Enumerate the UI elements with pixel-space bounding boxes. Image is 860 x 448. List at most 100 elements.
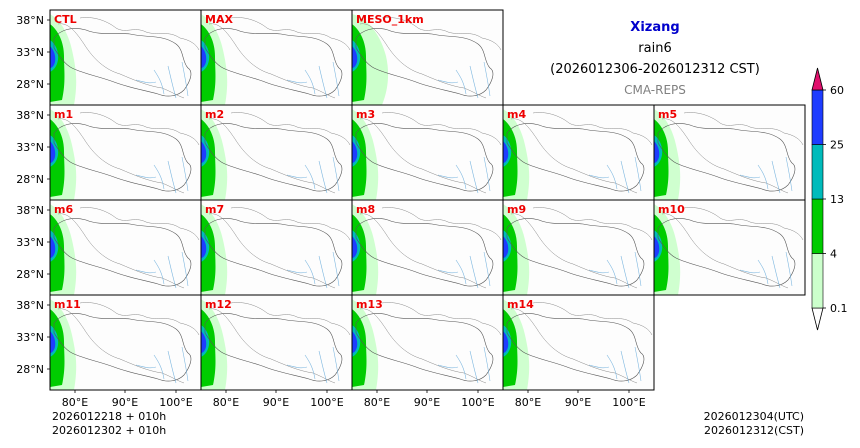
country-border	[359, 302, 502, 384]
river-lines	[437, 156, 491, 194]
rain-shade-blue	[50, 46, 56, 68]
colorbar-segment	[811, 89, 824, 145]
region-boundary	[204, 28, 343, 97]
river-lines	[437, 346, 491, 384]
lat-tick-label: 33°N	[16, 331, 44, 344]
rain-shade-blue	[201, 141, 207, 163]
river-lines	[286, 156, 340, 194]
panel-label: m14	[507, 298, 534, 311]
panel-label: MESO_1km	[356, 13, 424, 26]
river-lines	[588, 251, 642, 289]
panel-label: CTL	[54, 13, 77, 26]
init-time-cst: 2026012302 + 010h	[52, 424, 167, 437]
lon-tick-label: 100°E	[461, 396, 494, 409]
map-panel: m14	[502, 294, 655, 391]
lon-tick-label: 80°E	[515, 396, 541, 409]
region-boundary	[506, 123, 645, 192]
lon-tick-label: 90°E	[414, 396, 440, 409]
init-time-utc: 2026012218 + 010h	[52, 410, 167, 423]
region-boundary	[355, 218, 494, 287]
rain-shade-blue	[50, 236, 56, 258]
country-border	[57, 302, 200, 384]
valid-time-cst: 2026012312(CST)	[704, 424, 804, 437]
rain-shade-blue	[654, 141, 660, 163]
colorbar-tick-label: 4	[830, 248, 837, 261]
map-panel: m6	[49, 199, 202, 296]
country-border	[208, 112, 351, 194]
river-lines	[437, 251, 491, 289]
colorbar-tick-label: 13	[830, 193, 844, 206]
river-lines	[739, 251, 793, 289]
lat-tick-label: 33°N	[16, 141, 44, 154]
rain-shade-blue	[50, 141, 56, 163]
rain-shade-blue	[352, 236, 358, 258]
colorbar-tick-label: 60	[830, 84, 844, 97]
map-panel: m5	[653, 104, 806, 201]
region-boundary	[355, 313, 494, 382]
panel-frame	[653, 199, 806, 296]
country-border	[510, 112, 653, 194]
lat-tick-label: 38°N	[16, 109, 44, 122]
panel-label: m8	[356, 203, 375, 216]
country-border	[510, 207, 653, 289]
panel-label: m13	[356, 298, 383, 311]
region-boundary	[355, 28, 494, 97]
lat-tick-label: 28°N	[16, 268, 44, 281]
region-boundary	[53, 123, 192, 192]
lon-tick-label: 80°E	[213, 396, 239, 409]
panel-label: m6	[54, 203, 73, 216]
variable-title: rain6	[638, 41, 672, 56]
country-border	[208, 302, 351, 384]
country-border	[57, 112, 200, 194]
map-panel: m13	[351, 294, 504, 391]
river-lines	[135, 251, 189, 289]
lat-tick-label: 28°N	[16, 363, 44, 376]
country-border	[661, 207, 804, 289]
river-lines	[286, 61, 340, 99]
period-title: (2026012306-2026012312 CST)	[550, 62, 760, 77]
lon-tick-label: 80°E	[62, 396, 88, 409]
map-panel: m10	[653, 199, 806, 296]
map-panel: m8	[351, 199, 504, 296]
lon-tick-label: 90°E	[565, 396, 591, 409]
country-border	[208, 207, 351, 289]
map-panel: CTL	[49, 9, 202, 106]
river-lines	[286, 251, 340, 289]
colorbar-tick-label: 0.1	[830, 302, 848, 315]
map-panel: m3	[351, 104, 504, 201]
map-panel: m4	[502, 104, 655, 201]
map-panel: MAX	[200, 9, 353, 106]
panel-label: m11	[54, 298, 81, 311]
map-panel: m11	[49, 294, 202, 391]
region-boundary	[204, 218, 343, 287]
river-lines	[437, 61, 491, 99]
river-lines	[135, 61, 189, 99]
colorbar-under-extension	[811, 307, 824, 331]
lat-tick-label: 28°N	[16, 173, 44, 186]
country-border	[510, 302, 653, 384]
river-lines	[135, 156, 189, 194]
colorbar-segment	[811, 198, 824, 254]
rain-shade-blue	[503, 236, 509, 258]
valid-time-utc: 2026012304(UTC)	[703, 410, 804, 423]
lat-tick-label: 33°N	[16, 236, 44, 249]
panel-label: m7	[205, 203, 224, 216]
lat-tick-label: 38°N	[16, 299, 44, 312]
lat-tick-label: 33°N	[16, 46, 44, 59]
lon-tick-label: 100°E	[310, 396, 343, 409]
river-lines	[286, 346, 340, 384]
lon-tick-label: 90°E	[263, 396, 289, 409]
river-lines	[588, 156, 642, 194]
model-title: CMA-REPS	[624, 83, 686, 97]
map-panel: m12	[200, 294, 353, 391]
region-boundary	[506, 313, 645, 382]
country-border	[359, 17, 502, 99]
colorbar-tick-label: 25	[830, 139, 844, 152]
lon-tick-label: 100°E	[612, 396, 645, 409]
region-boundary	[204, 313, 343, 382]
panel-label: m5	[658, 108, 677, 121]
rain-shade-blue	[201, 236, 207, 258]
rain-shade-blue	[352, 141, 358, 163]
rain-shade-blue	[352, 331, 358, 353]
